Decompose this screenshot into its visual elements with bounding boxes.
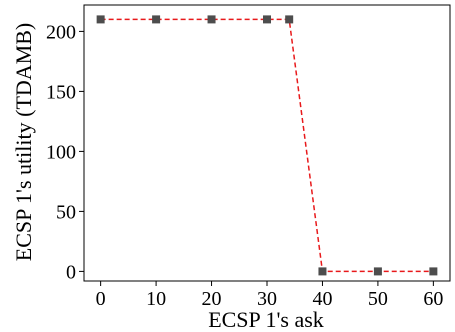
series-line — [100, 18, 434, 273]
y-axis-label: ECSP 1's utility (TDAMB) — [11, 23, 36, 261]
x-tick-label: 10 — [146, 288, 166, 310]
plot-area — [83, 4, 451, 282]
y-tick-label: 50 — [56, 201, 76, 223]
plot-frame — [83, 4, 451, 282]
y-tick-label: 150 — [46, 81, 76, 103]
data-point — [96, 15, 105, 24]
y-axis: 0 50 100 150 200 — [46, 21, 84, 283]
data-point — [152, 15, 161, 24]
series-layer — [96, 15, 438, 276]
y-tick-label: 0 — [66, 261, 76, 283]
data-point — [318, 267, 327, 276]
data-point — [373, 267, 382, 276]
data-point — [285, 15, 294, 24]
x-tick-label: 50 — [368, 288, 388, 310]
y-tick-label: 200 — [46, 21, 76, 43]
x-axis-label: ECSP 1's ask — [208, 307, 324, 332]
data-point — [429, 267, 438, 276]
x-tick-label: 30 — [257, 288, 277, 310]
x-tick-label: 40 — [312, 288, 332, 310]
x-tick-label: 60 — [423, 288, 443, 310]
y-tick-label: 100 — [46, 141, 76, 163]
data-point — [207, 15, 216, 24]
x-tick-label: 0 — [96, 288, 106, 310]
x-tick-label: 20 — [202, 288, 222, 310]
data-point — [263, 15, 271, 24]
x-axis: 0 10 20 30 40 50 60 — [96, 281, 443, 310]
